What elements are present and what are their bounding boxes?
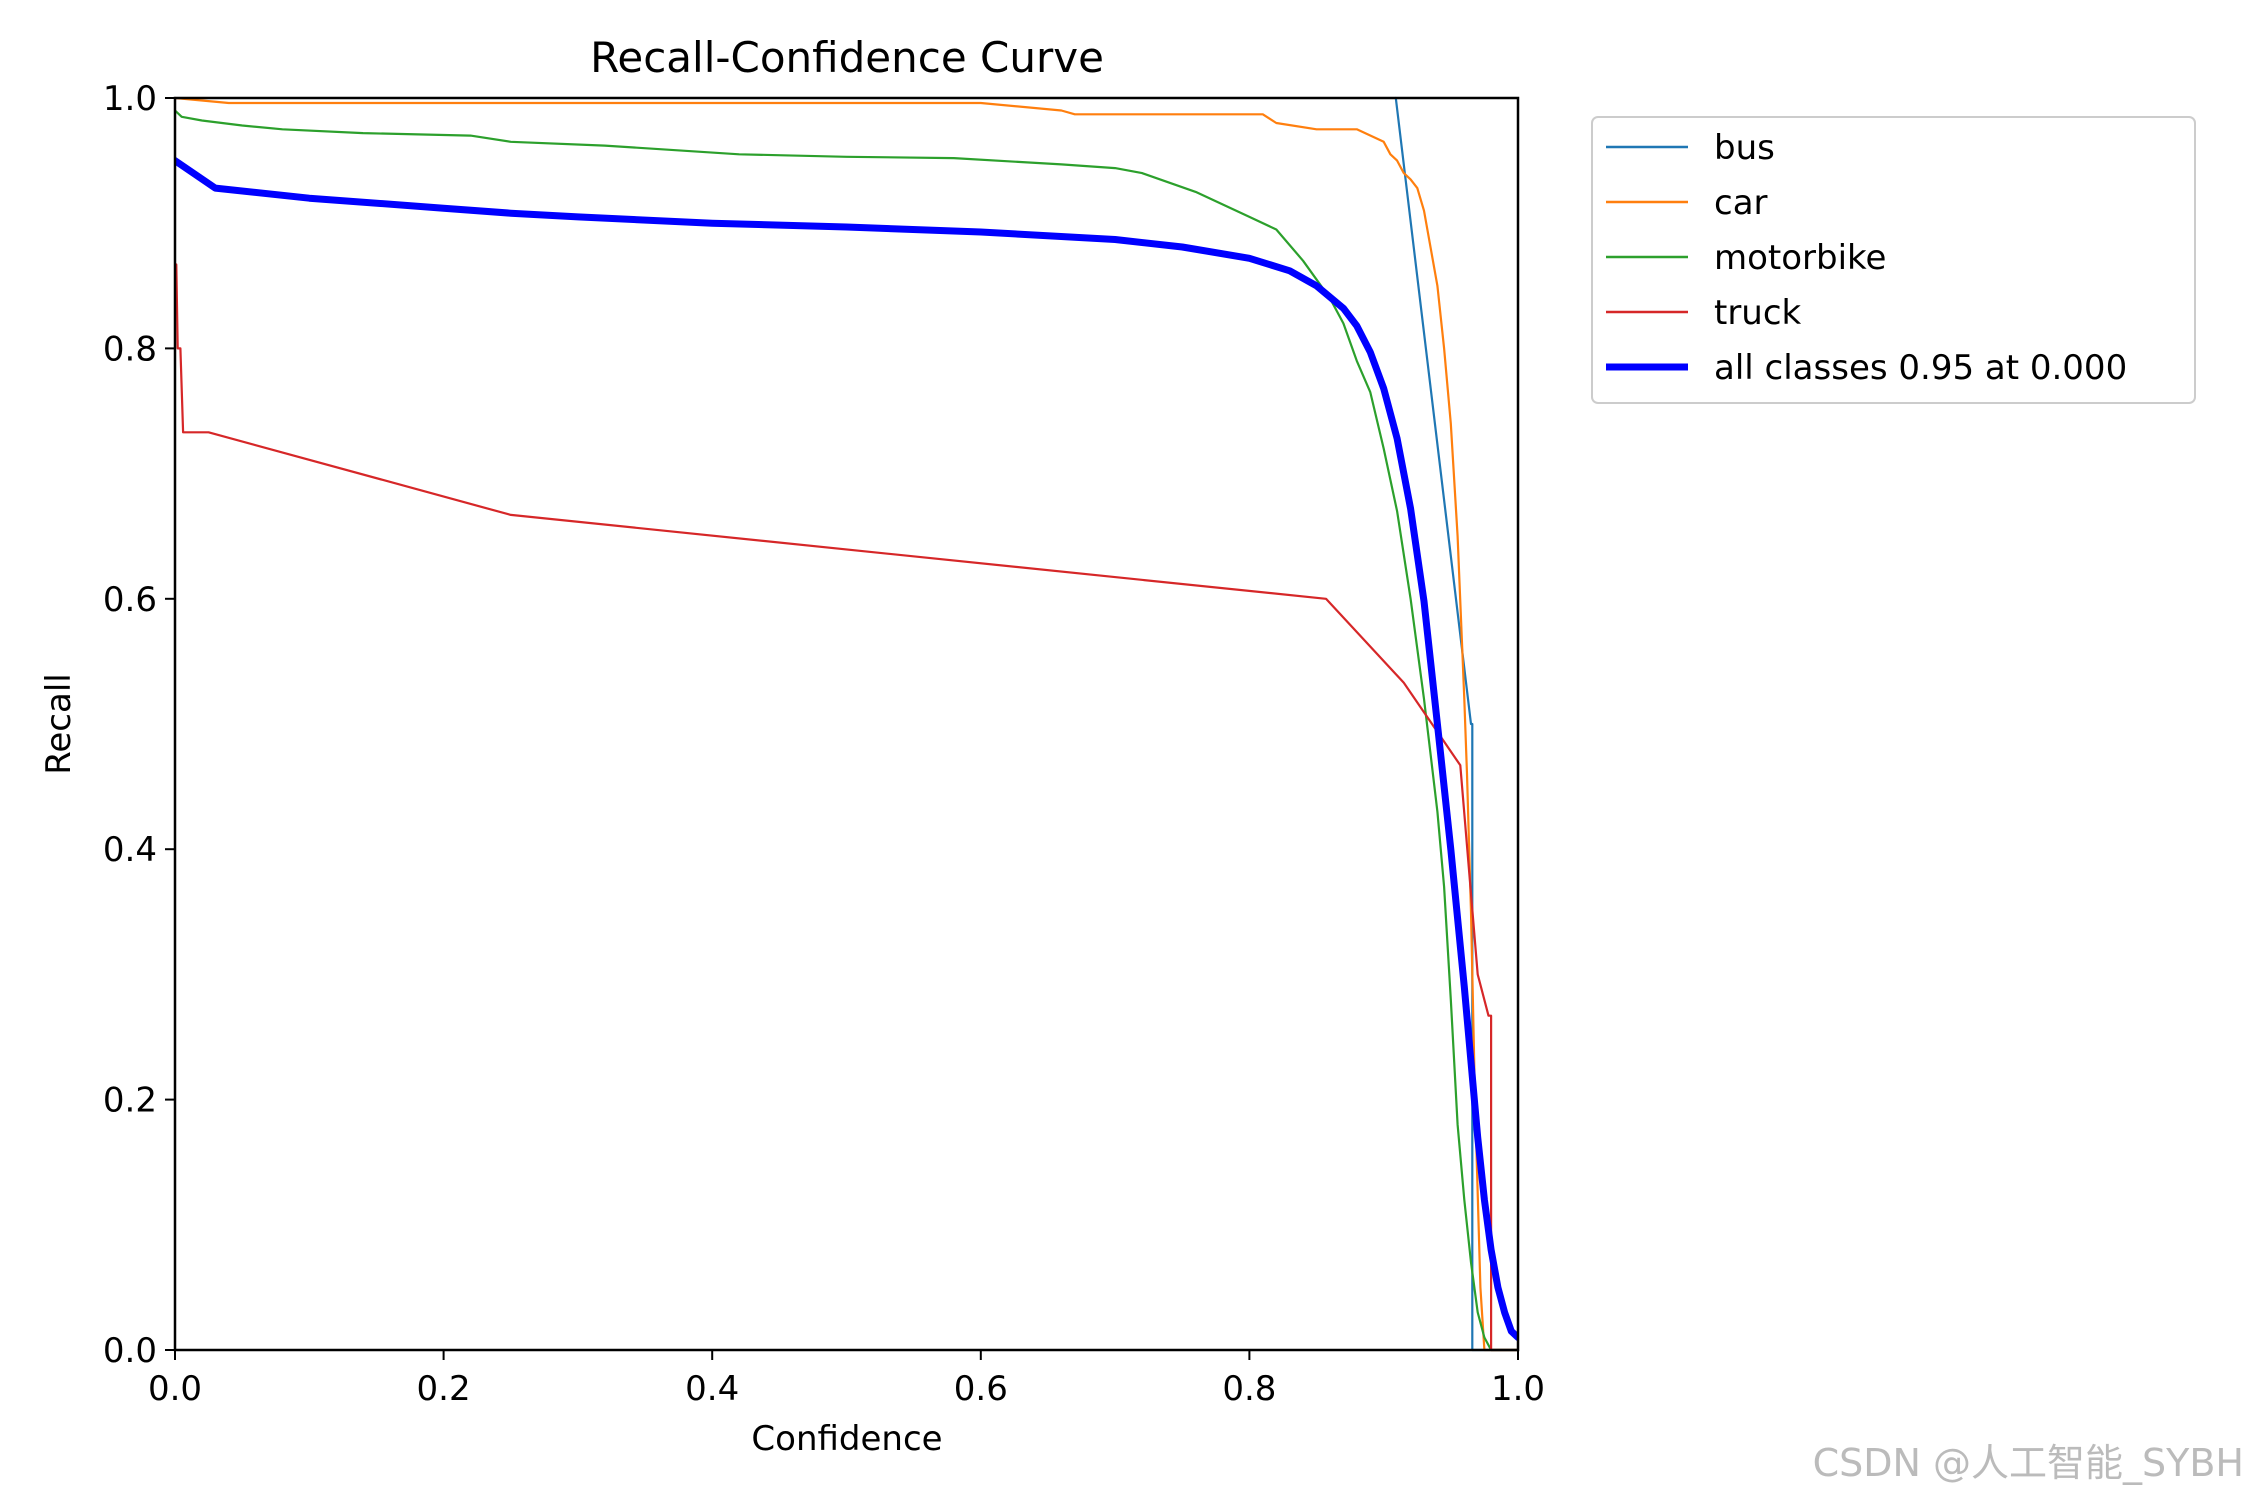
watermark: CSDN @人工智能_SYBH [1813, 1441, 2244, 1485]
y-tick-label: 0.0 [103, 1331, 157, 1371]
x-tick-label: 0.4 [685, 1369, 739, 1409]
series-layer [175, 96, 1518, 1352]
y-axis: 0.0 0.2 0.4 0.6 0.8 1.0 [103, 79, 175, 1371]
legend-label-car: car [1714, 183, 1768, 223]
y-tick-label: 0.6 [103, 580, 157, 620]
y-axis-label: Recall [39, 673, 79, 774]
y-tick-label: 0.4 [103, 830, 157, 870]
x-tick-label: 0.6 [954, 1369, 1008, 1409]
legend-label-truck: truck [1714, 293, 1802, 333]
series-line-motorbike [175, 109, 1518, 1352]
y-tick-label: 0.8 [103, 329, 157, 369]
chart-title: Recall-Confidence Curve [590, 33, 1104, 82]
series-line-all-classes-0-95-at-0-000 [175, 157, 1518, 1341]
legend-label-bus: bus [1714, 128, 1775, 168]
x-axis: 0.0 0.2 0.4 0.6 0.8 1.0 [148, 1350, 1545, 1409]
x-axis-label: Confidence [751, 1419, 942, 1459]
x-tick-label: 0.2 [417, 1369, 471, 1409]
legend: bus car motorbike truck all classes 0.95 at … [1591, 116, 2196, 404]
x-tick-label: 1.0 [1491, 1369, 1545, 1409]
series-line-truck [175, 263, 1518, 1352]
x-tick-label: 0.0 [148, 1369, 202, 1409]
legend-label-all-classes-0-95-at-0-000: all classes 0.95 at 0.000 [1714, 348, 2127, 388]
plot-frame [173, 96, 1520, 1352]
y-tick-label: 0.2 [103, 1081, 157, 1121]
y-tick-label: 1.0 [103, 79, 157, 119]
legend-frame [1591, 116, 2196, 404]
series-line-car [175, 96, 1518, 1352]
x-tick-label: 0.8 [1222, 1369, 1276, 1409]
legend-label-motorbike: motorbike [1714, 238, 1886, 278]
